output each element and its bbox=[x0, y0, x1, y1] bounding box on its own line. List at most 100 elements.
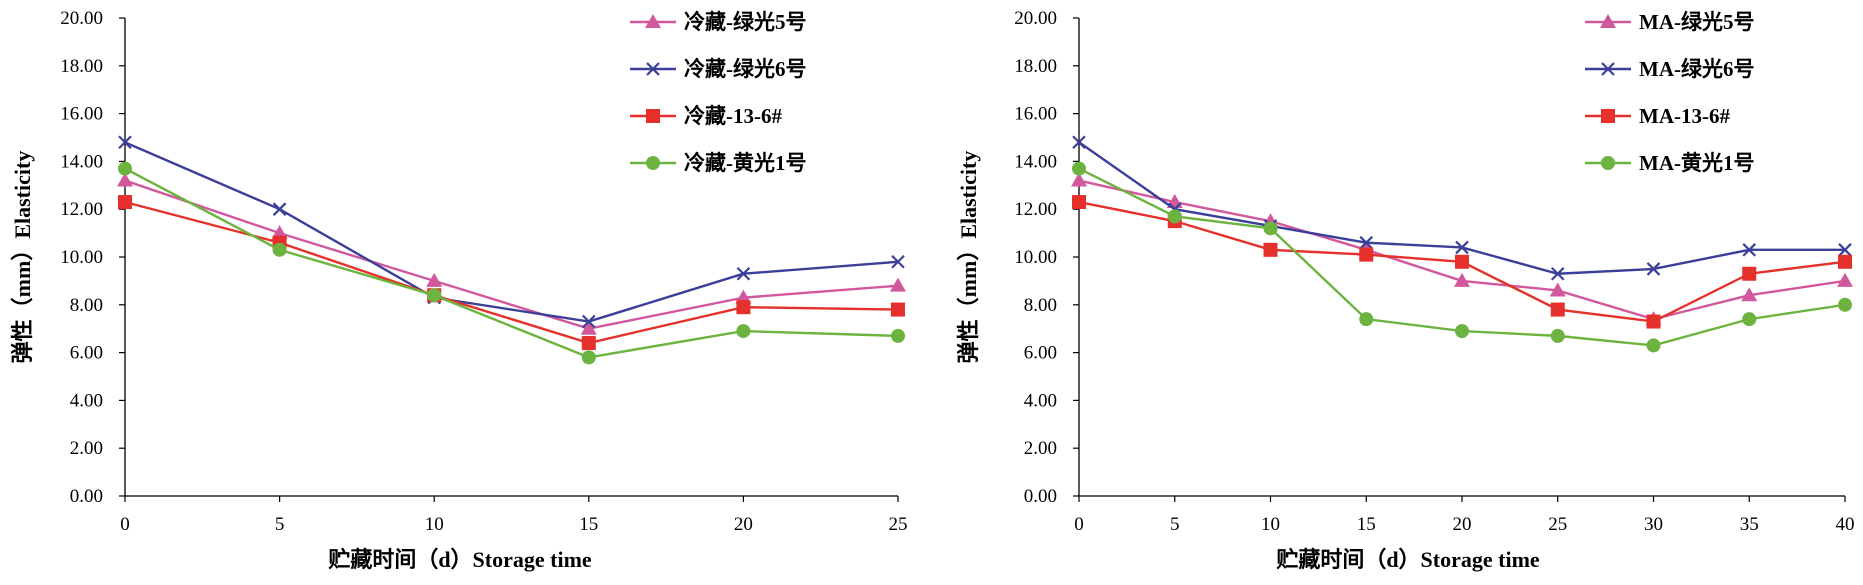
data-point bbox=[1550, 266, 1565, 281]
x-tick-label: 25 bbox=[889, 514, 908, 535]
x-tick-label: 20 bbox=[1453, 514, 1472, 535]
data-point bbox=[1838, 297, 1852, 312]
y-tick-label: 10.00 bbox=[1014, 247, 1057, 268]
data-point bbox=[1167, 209, 1182, 224]
data-point bbox=[1072, 135, 1086, 150]
series-line-1 bbox=[124, 179, 899, 330]
data-point bbox=[271, 225, 288, 240]
data-point bbox=[1455, 240, 1469, 255]
data-point bbox=[580, 320, 597, 335]
x-tick-label: 10 bbox=[1261, 514, 1280, 535]
data-point bbox=[1742, 312, 1757, 327]
data-point bbox=[581, 336, 596, 351]
data-point bbox=[736, 266, 751, 281]
y-tick-label: 18.00 bbox=[60, 56, 103, 77]
data-point bbox=[735, 289, 752, 304]
data-point bbox=[736, 324, 751, 339]
y-tick-label: 0.00 bbox=[1024, 486, 1057, 507]
y-tick-label: 2.00 bbox=[1024, 438, 1057, 459]
data-point bbox=[1455, 254, 1469, 269]
legend-label: 冷藏-黄光1号 bbox=[684, 151, 807, 175]
y-tick-label: 6.00 bbox=[1024, 343, 1057, 364]
y-tick-label: 4.00 bbox=[70, 390, 103, 411]
legend-marker bbox=[1601, 62, 1615, 76]
data-point bbox=[1455, 324, 1469, 339]
data-point bbox=[891, 255, 905, 269]
x-axis-title: 贮藏时间（d）Storage time bbox=[328, 547, 592, 572]
data-point bbox=[1550, 302, 1565, 317]
data-point bbox=[1742, 243, 1757, 257]
y-tick-label: 2.00 bbox=[70, 438, 103, 459]
data-point bbox=[891, 328, 905, 343]
data-point bbox=[582, 314, 596, 329]
data-point bbox=[1263, 242, 1278, 257]
data-point bbox=[1550, 328, 1565, 343]
data-point bbox=[1838, 254, 1852, 269]
y-tick-label: 6.00 bbox=[70, 343, 103, 364]
data-point bbox=[581, 350, 596, 365]
data-point bbox=[1454, 272, 1470, 287]
data-point bbox=[1837, 272, 1853, 287]
x-tick-label: 0 bbox=[1074, 514, 1084, 535]
y-tick-label: 12.00 bbox=[60, 199, 103, 220]
legend-label: 冷藏-13-6# bbox=[684, 104, 782, 128]
x-tick-label: 35 bbox=[1740, 514, 1759, 535]
data-point bbox=[1742, 266, 1757, 281]
y-tick-label: 16.00 bbox=[60, 104, 103, 125]
y-tick-label: 4.00 bbox=[1024, 390, 1057, 411]
legend-label: MA-绿光5号 bbox=[1639, 10, 1754, 34]
y-tick-label: 20.00 bbox=[60, 8, 103, 29]
y-tick-label: 12.00 bbox=[1014, 199, 1057, 220]
data-point bbox=[117, 172, 133, 187]
series-line-4 bbox=[124, 167, 899, 359]
chart-panel-refrigerated: 0.00 2.00 4.00 6.00 8.00 10.00 12.00 14.00 16.00… bbox=[10, 8, 908, 572]
y-tick-label: 18.00 bbox=[1014, 56, 1057, 77]
data-point bbox=[891, 302, 905, 317]
legend-marker bbox=[1601, 109, 1615, 123]
data-point bbox=[272, 202, 287, 216]
x-tick-label: 20 bbox=[734, 514, 753, 535]
legend-label: 冷藏-绿光6号 bbox=[684, 57, 807, 81]
data-point bbox=[118, 135, 132, 150]
data-point bbox=[1549, 282, 1566, 297]
legend-marker bbox=[646, 156, 660, 170]
x-axis-title: 贮藏时间（d）Storage time bbox=[1276, 547, 1540, 572]
y-tick-label: 0.00 bbox=[70, 486, 103, 507]
data-point bbox=[1741, 287, 1758, 302]
x-tick-label: 30 bbox=[1644, 514, 1663, 535]
legend-marker bbox=[646, 109, 660, 123]
legend-label: MA-13-6# bbox=[1639, 104, 1730, 128]
data-point bbox=[1263, 221, 1278, 236]
y-tick-label: 8.00 bbox=[70, 295, 103, 316]
legend-label: MA-黄光1号 bbox=[1639, 151, 1754, 175]
x-tick-label: 25 bbox=[1548, 514, 1567, 535]
x-tick-label: 40 bbox=[1836, 514, 1855, 535]
data-point bbox=[1359, 235, 1374, 250]
data-point bbox=[1646, 338, 1661, 353]
data-point bbox=[118, 161, 132, 176]
y-tick-label: 8.00 bbox=[1024, 295, 1057, 316]
data-point bbox=[1646, 314, 1661, 329]
series-line-3 bbox=[124, 200, 899, 345]
data-point bbox=[1072, 161, 1086, 176]
y-tick-label: 14.00 bbox=[60, 151, 103, 172]
data-point bbox=[736, 300, 751, 315]
y-axis-title: 弹性（mm）Elasticity bbox=[10, 151, 35, 364]
legend-marker bbox=[1600, 14, 1616, 28]
x-tick-label: 15 bbox=[1357, 514, 1376, 535]
series-line-1 bbox=[1078, 179, 1846, 321]
y-tick-label: 14.00 bbox=[1014, 151, 1057, 172]
x-tick-label: 10 bbox=[425, 514, 444, 535]
x-tick-label: 5 bbox=[1170, 514, 1180, 535]
data-point bbox=[426, 272, 443, 287]
data-point bbox=[1838, 243, 1852, 257]
x-tick-label: 5 bbox=[275, 514, 285, 535]
data-point bbox=[1646, 262, 1661, 276]
x-tick-label: 0 bbox=[120, 514, 130, 535]
data-point bbox=[1071, 172, 1087, 187]
legend-marker bbox=[646, 62, 660, 76]
series-line-2 bbox=[124, 141, 899, 323]
legend-marker bbox=[1601, 156, 1615, 170]
data-point bbox=[272, 242, 287, 257]
